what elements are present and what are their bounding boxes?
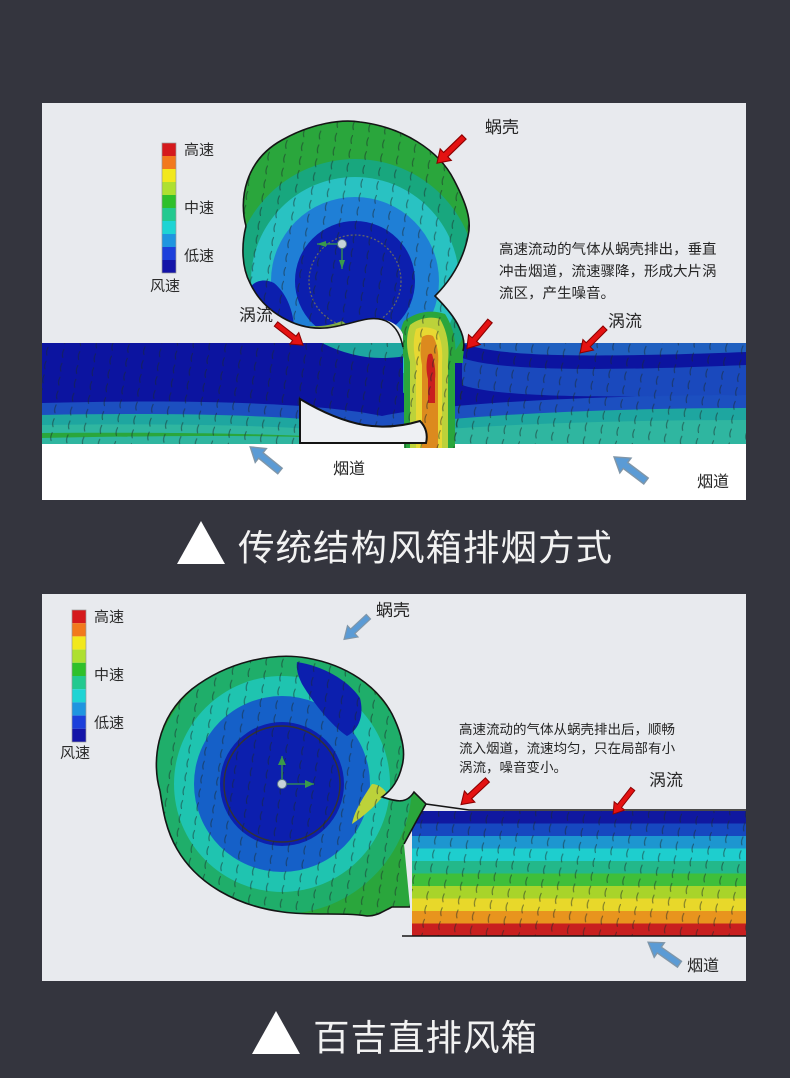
svg-text:低速: 低速 <box>94 712 124 733</box>
svg-text:风速: 风速 <box>150 275 180 296</box>
svg-text:烟道: 烟道 <box>687 952 719 976</box>
svg-text:涡流: 涡流 <box>239 301 273 326</box>
svg-text:高速流动的气体从蜗壳排出后，顺畅: 高速流动的气体从蜗壳排出后，顺畅 <box>459 718 675 738</box>
svg-text:流区，产生噪音。: 流区，产生噪音。 <box>499 282 615 303</box>
svg-text:涡流，噪音变小。: 涡流，噪音变小。 <box>459 756 567 776</box>
svg-text:烟道: 烟道 <box>697 468 729 492</box>
svg-text:高速: 高速 <box>184 139 214 160</box>
svg-text:蜗壳: 蜗壳 <box>376 596 410 621</box>
svg-text:涡流: 涡流 <box>608 307 642 332</box>
svg-text:流入烟道，流速均匀，只在局部有小: 流入烟道，流速均匀，只在局部有小 <box>459 737 675 757</box>
svg-text:风速: 风速 <box>60 742 90 763</box>
svg-text:冲击烟道，流速骤降，形成大片涡: 冲击烟道，流速骤降，形成大片涡 <box>499 260 717 281</box>
svg-text:高速流动的气体从蜗壳排出，垂直: 高速流动的气体从蜗壳排出，垂直 <box>499 238 717 259</box>
svg-text:涡流: 涡流 <box>649 766 683 791</box>
svg-text:高速: 高速 <box>94 606 124 627</box>
svg-text:低速: 低速 <box>184 245 214 266</box>
svg-text:中速: 中速 <box>184 197 214 218</box>
svg-text:蜗壳: 蜗壳 <box>485 113 519 138</box>
svg-text:中速: 中速 <box>94 664 124 685</box>
svg-text:烟道: 烟道 <box>333 455 365 479</box>
